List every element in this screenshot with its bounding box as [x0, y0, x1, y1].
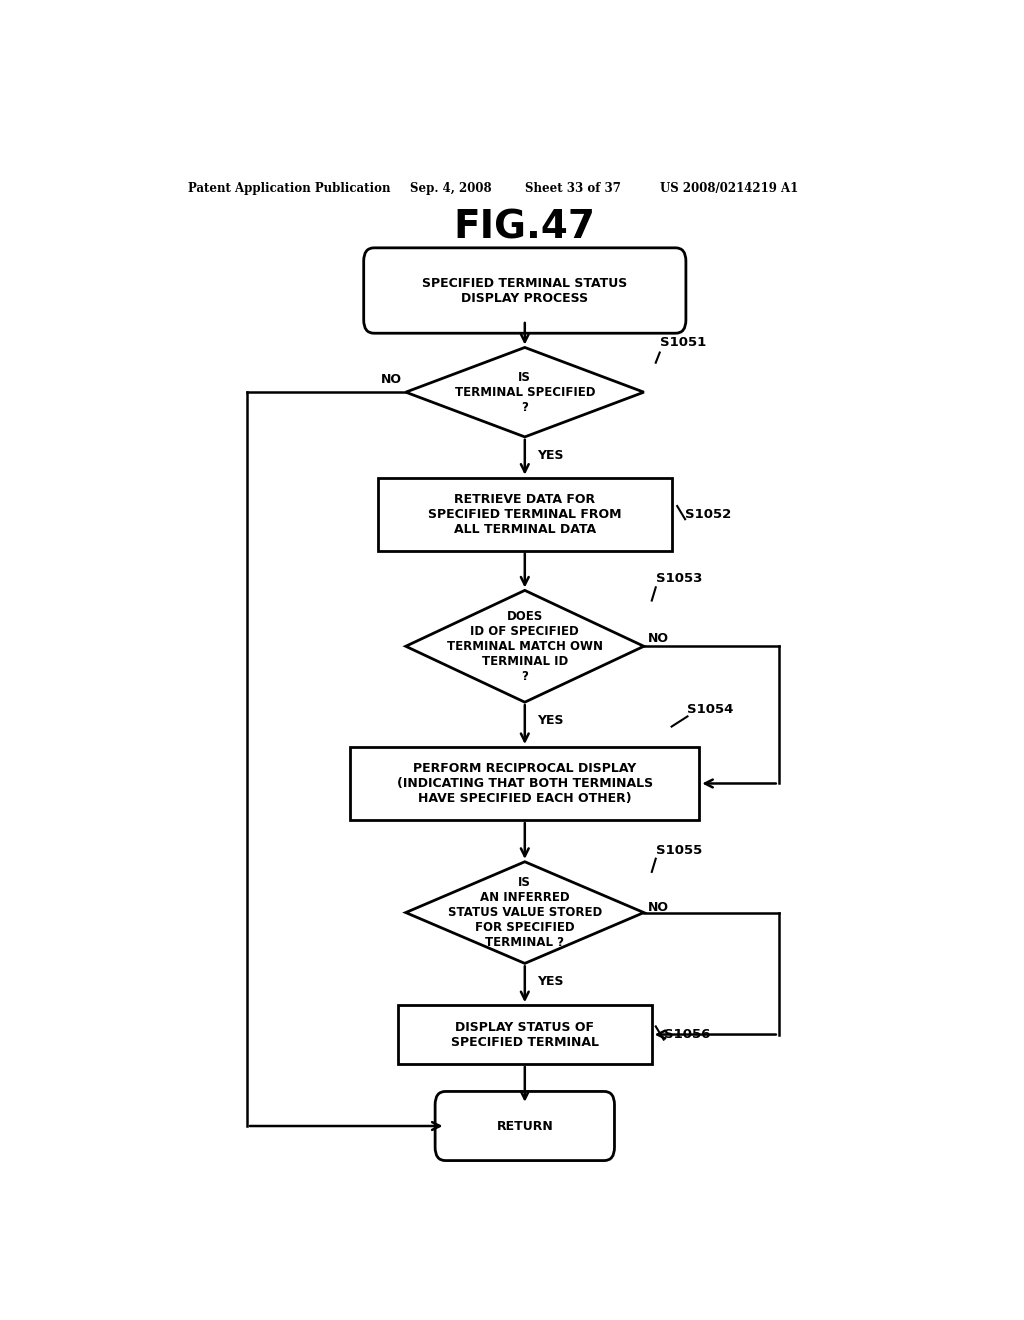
Polygon shape [406, 862, 644, 964]
Text: S1056: S1056 [664, 1028, 710, 1041]
Text: NO: NO [648, 902, 669, 913]
FancyBboxPatch shape [364, 248, 686, 333]
Text: IS
TERMINAL SPECIFIED
?: IS TERMINAL SPECIFIED ? [455, 371, 595, 413]
Text: S1053: S1053 [655, 573, 702, 585]
Text: YES: YES [537, 449, 563, 462]
Text: US 2008/0214219 A1: US 2008/0214219 A1 [659, 182, 798, 195]
Text: PERFORM RECIPROCAL DISPLAY
(INDICATING THAT BOTH TERMINALS
HAVE SPECIFIED EACH O: PERFORM RECIPROCAL DISPLAY (INDICATING T… [396, 762, 653, 805]
Text: FIG.47: FIG.47 [454, 209, 596, 247]
Bar [378, 478, 672, 550]
Bar [350, 747, 699, 820]
Polygon shape [406, 590, 644, 702]
Text: NO: NO [381, 374, 401, 387]
Text: RETURN: RETURN [497, 1119, 553, 1133]
Text: RETRIEVE DATA FOR
SPECIFIED TERMINAL FROM
ALL TERMINAL DATA: RETRIEVE DATA FOR SPECIFIED TERMINAL FRO… [428, 492, 622, 536]
Text: YES: YES [537, 714, 563, 727]
Text: YES: YES [537, 975, 563, 989]
Text: S1054: S1054 [687, 704, 734, 717]
Text: DOES
ID OF SPECIFIED
TERMINAL MATCH OWN
TERMINAL ID
?: DOES ID OF SPECIFIED TERMINAL MATCH OWN … [446, 610, 603, 682]
Text: DISPLAY STATUS OF
SPECIFIED TERMINAL: DISPLAY STATUS OF SPECIFIED TERMINAL [451, 1020, 599, 1048]
Text: S1055: S1055 [655, 843, 702, 857]
Polygon shape [406, 347, 644, 437]
Text: S1052: S1052 [685, 508, 731, 520]
FancyBboxPatch shape [435, 1092, 614, 1160]
Bar [397, 1005, 651, 1064]
Text: S1051: S1051 [659, 337, 706, 350]
Text: Sep. 4, 2008: Sep. 4, 2008 [410, 182, 492, 195]
Text: Patent Application Publication: Patent Application Publication [187, 182, 390, 195]
Text: NO: NO [648, 632, 669, 644]
Text: Sheet 33 of 37: Sheet 33 of 37 [524, 182, 621, 195]
Text: SPECIFIED TERMINAL STATUS
DISPLAY PROCESS: SPECIFIED TERMINAL STATUS DISPLAY PROCES… [422, 276, 628, 305]
Text: IS
AN INFERRED
STATUS VALUE STORED
FOR SPECIFIED
TERMINAL ?: IS AN INFERRED STATUS VALUE STORED FOR S… [447, 876, 602, 949]
